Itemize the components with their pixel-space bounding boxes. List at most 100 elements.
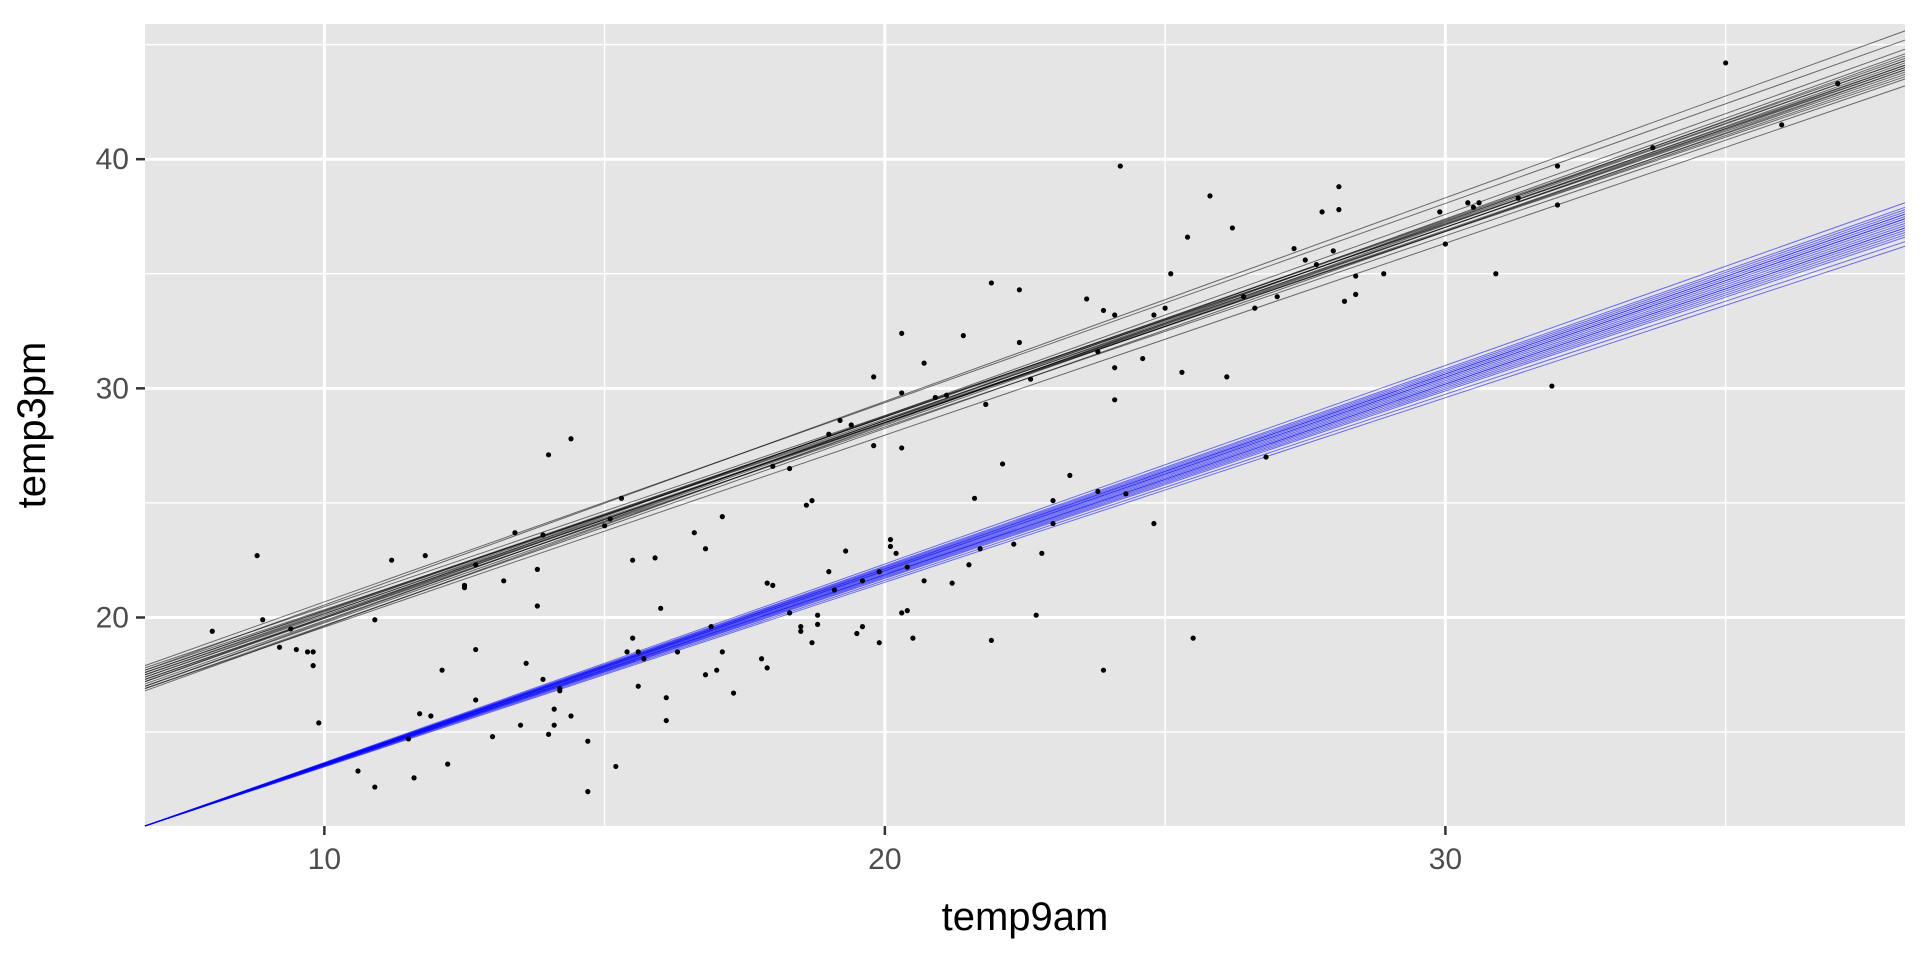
data-point [674,649,681,655]
data-point [949,580,955,586]
regression-line-black [144,64,1906,673]
data-point [876,569,882,575]
data-point [1442,241,1448,247]
data-point [899,330,905,336]
data-point [815,612,821,618]
data-point [389,557,395,563]
data-point [1140,355,1146,362]
data-point [1168,271,1174,277]
data-point [809,640,815,646]
x-axis: 10 20 30 [308,826,1462,876]
regression-line-blue [144,213,1906,827]
data-point [910,635,916,641]
data-point [624,649,630,655]
data-point [1033,612,1039,618]
data-point [826,431,832,437]
data-point [1224,374,1230,380]
data-point [461,585,468,591]
data-point [1302,257,1308,263]
y-axis: 20 30 40 [96,143,145,634]
data-point [966,562,972,568]
data-point [1650,145,1656,151]
data-point [1190,635,1196,641]
data-point [293,646,299,653]
data-point [439,667,445,673]
data-point [1554,202,1561,208]
data-point [663,695,669,701]
data-point [501,578,507,584]
data-point [473,697,479,703]
data-point [1554,163,1561,169]
data-point [1112,397,1118,403]
data-point [1123,491,1129,497]
plot-panel [145,24,1905,826]
data-point [770,582,776,589]
y-tick-label: 30 [96,372,129,405]
regression-line-blue [144,234,1906,827]
data-point [551,706,557,712]
data-point [999,461,1006,467]
regression-line-black [144,57,1906,678]
data-point [635,649,641,655]
data-point [372,617,378,623]
data-point [904,608,910,614]
data-point [960,333,966,339]
data-point [1112,312,1118,318]
data-point [1095,488,1101,495]
x-tick-label: 30 [1429,843,1462,876]
data-point [585,789,591,795]
data-point [719,649,725,655]
data-point [1050,498,1056,504]
data-point [209,628,215,634]
data-point [658,605,664,611]
regression-line-black [144,60,1906,683]
data-point [1353,291,1359,297]
data-point [887,543,894,550]
data-point [1515,195,1521,201]
data-point [1493,271,1499,277]
data-point [1274,294,1280,300]
data-point [1353,273,1359,279]
data-point [943,392,950,398]
regression-line-black [144,73,1906,676]
data-point [1100,307,1107,314]
data-point [618,495,625,501]
data-point [1229,225,1235,231]
data-point [1319,209,1325,215]
data-point [887,536,894,543]
data-point [719,514,725,520]
data-point [1240,294,1247,300]
regression-line-black [144,64,1906,687]
data-point [663,717,669,724]
data-point [831,587,838,593]
y-tick-label: 20 [96,601,129,634]
regression-lines-black [144,30,1906,692]
data-point [815,621,821,627]
regression-line-blue [144,245,1906,827]
data-point [405,736,412,742]
data-point [1011,541,1017,547]
data-point [445,761,451,767]
data-point [921,578,927,584]
data-point [1252,305,1258,311]
data-point [826,569,832,575]
data-point [764,665,770,671]
grid-minor [145,24,1905,826]
data-point [489,734,496,740]
data-point [786,610,793,616]
data-point [848,422,854,428]
regression-line-black [144,30,1906,671]
data-point [1470,204,1477,210]
regression-lines-blue [144,202,1906,827]
data-point [411,775,417,781]
data-point [977,546,983,552]
data-point [1100,667,1107,673]
data-point [1050,520,1056,527]
data-point [837,417,843,424]
data-point [798,624,804,630]
data-point [1207,193,1213,199]
data-point [1184,234,1191,240]
data-point [714,667,720,673]
data-point [1291,245,1297,252]
data-point [871,443,877,449]
